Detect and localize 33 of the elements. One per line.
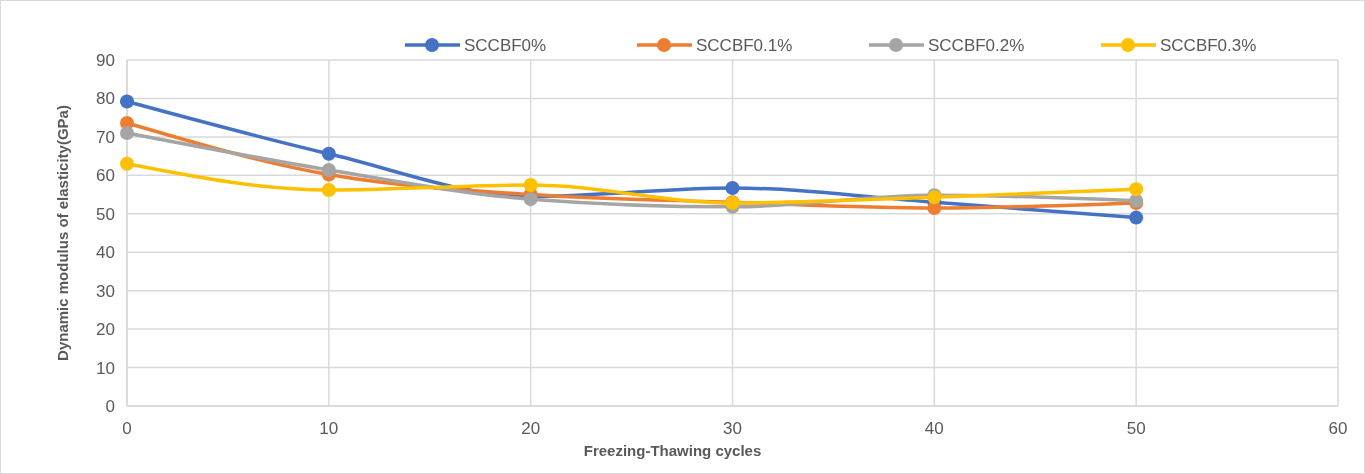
y-tick-label: 40 (96, 243, 115, 263)
x-axis-title: Freezing-Thawing cycles (583, 442, 762, 459)
legend-label: SCCBF0.1% (696, 35, 793, 55)
x-tick-label: 50 (1126, 419, 1146, 438)
y-tick-label: 80 (96, 89, 115, 109)
point (321, 162, 336, 177)
legend-label: SCCBF0.2% (928, 35, 1025, 55)
x-tick-label: 60 (1328, 419, 1348, 438)
x-tick-label: 40 (924, 419, 944, 438)
legend-label: SCCBF0% (464, 35, 547, 55)
y-tick-label: 90 (96, 50, 115, 70)
point (120, 126, 134, 141)
y-tick-label: 10 (96, 358, 115, 378)
x-tick-label: 0 (122, 419, 132, 438)
point (725, 181, 740, 196)
point (321, 146, 336, 161)
y-tick-label: 60 (96, 166, 115, 186)
y-tick-label: 50 (96, 204, 115, 224)
point (1129, 210, 1144, 225)
point (523, 177, 538, 192)
x-tick-label: 30 (723, 419, 742, 438)
y-tick-label: 70 (96, 127, 115, 147)
x-tick-label: 20 (521, 419, 541, 438)
y-tick-label: 0 (105, 396, 115, 416)
point (321, 182, 336, 197)
point (120, 94, 134, 109)
point (120, 156, 134, 171)
x-tick-label: 10 (319, 419, 339, 438)
y-tick-label: 20 (96, 320, 115, 340)
y-tick-label: 30 (96, 281, 115, 301)
y-axis-title: Dynamic modulus of elasticity(GPa) (54, 105, 71, 361)
legend-label: SCCBF0.3% (1160, 35, 1257, 55)
point (1129, 182, 1144, 197)
